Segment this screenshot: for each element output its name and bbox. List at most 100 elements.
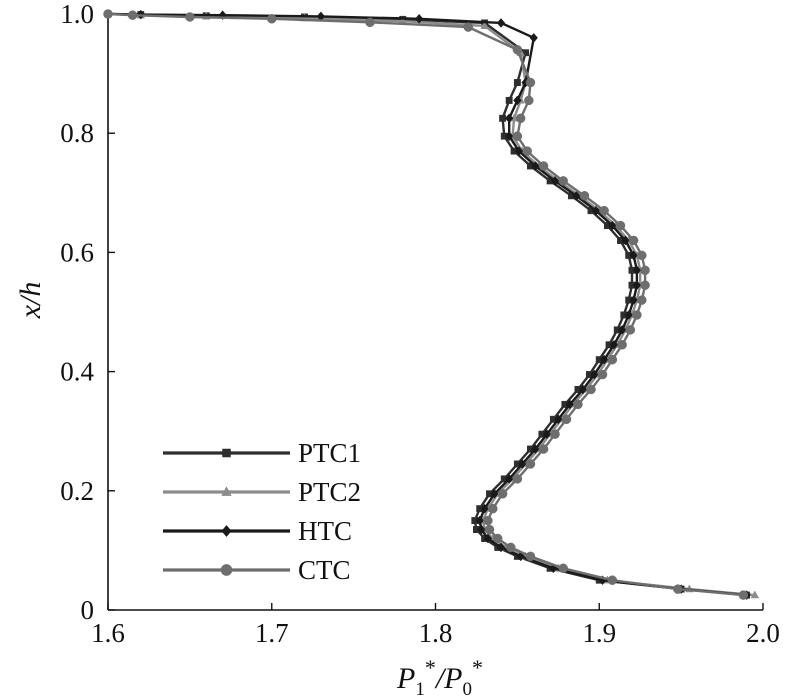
data-point-ctc	[607, 575, 618, 585]
data-point-htc	[572, 190, 581, 201]
x-tick-label: 2.0	[746, 618, 780, 648]
x-tick-label: 1.7	[255, 618, 289, 648]
data-point-ctc	[127, 10, 138, 20]
data-point-htc	[505, 113, 514, 124]
y-tick-label: 0.2	[60, 476, 94, 506]
data-point-ctc	[538, 161, 549, 171]
data-point-htc	[531, 444, 540, 454]
data-point-htc	[518, 459, 527, 469]
legend-label-ptc1: PTC1	[298, 438, 361, 468]
data-point-htc	[621, 235, 630, 246]
data-point-ctc	[579, 191, 590, 201]
data-point-ptc1	[513, 79, 521, 86]
legend-marker-ctc	[220, 564, 233, 576]
data-point-htc	[496, 542, 506, 553]
data-point-htc	[554, 414, 563, 425]
data-point-htc	[618, 325, 627, 335]
data-point-ctc	[525, 77, 536, 88]
data-point-ctc	[599, 205, 609, 216]
series-layer	[103, 9, 760, 600]
data-point-ctc	[525, 459, 536, 469]
data-point-ptc2	[750, 590, 760, 599]
legend-marker-htc	[221, 525, 232, 537]
x-axis-title-star1: *	[425, 655, 436, 680]
data-point-ctc	[463, 22, 473, 32]
data-point-ctc	[628, 235, 639, 246]
data-point-ctc	[617, 340, 627, 350]
data-point-htc	[505, 474, 514, 484]
data-point-ctc	[103, 9, 113, 19]
data-point-ctc	[573, 399, 583, 410]
y-tick-label: 0.8	[60, 118, 94, 148]
data-point-ctc	[497, 489, 508, 499]
x-axis-title: P1*/P0*	[396, 655, 483, 700]
y-tick-label: 1.0	[60, 0, 94, 29]
legend-marker-ptc2	[221, 486, 232, 496]
plot-area	[107, 14, 763, 611]
y-axis-title: x/h	[14, 282, 47, 320]
data-point-htc	[480, 503, 489, 514]
y-tick-label: 0	[81, 595, 95, 625]
data-point-htc	[629, 250, 638, 261]
data-point-htc	[516, 551, 525, 562]
data-point-ctc	[484, 524, 495, 535]
data-point-htc	[475, 515, 484, 526]
data-point-ctc	[522, 146, 532, 156]
legend-item-ctc: CTC	[163, 555, 351, 585]
data-point-ctc	[586, 384, 596, 395]
data-point-htc	[632, 280, 642, 291]
data-point-htc	[477, 524, 486, 535]
data-point-ctc	[488, 503, 498, 514]
data-point-ctc	[637, 250, 647, 261]
legend-label-htc: HTC	[298, 516, 352, 546]
data-point-htc	[624, 310, 633, 320]
legend-item-htc: HTC	[163, 516, 352, 546]
data-point-ctc	[525, 551, 536, 562]
legend-item-ptc2: PTC2	[163, 477, 361, 507]
data-point-htc	[483, 533, 493, 544]
data-point-htc	[529, 32, 538, 43]
data-point-htc	[591, 205, 601, 216]
data-point-htc	[513, 95, 522, 106]
data-point-ctc	[506, 542, 516, 553]
legend-marker-ptc1	[222, 448, 231, 458]
data-point-htc	[542, 429, 552, 440]
data-point-ctc	[558, 563, 568, 574]
series-htc	[103, 9, 751, 600]
data-point-htc	[414, 13, 424, 24]
x-axis-title-slash: /	[434, 662, 447, 695]
data-point-htc	[496, 18, 506, 28]
data-point-htc	[578, 384, 588, 395]
legend-item-ptc1: PTC1	[163, 438, 361, 468]
x-axis-ticks: 1.6 1.7 1.8 1.9 2.0	[91, 603, 780, 648]
data-point-ctc	[632, 310, 642, 320]
data-point-ctc	[538, 444, 549, 454]
data-point-htc	[608, 220, 617, 231]
data-point-htc	[565, 399, 574, 410]
y-axis-ticks: 0 0.2 0.4 0.6 0.8 1.0	[60, 0, 115, 625]
data-point-ctc	[492, 533, 503, 544]
legend-label-ptc2: PTC2	[298, 477, 361, 507]
series-ctc	[103, 9, 749, 600]
data-point-ctc	[483, 515, 493, 526]
data-point-ctc	[558, 176, 568, 186]
data-point-htc	[599, 354, 609, 365]
data-point-ctc	[365, 17, 375, 28]
x-axis-title-sub0: 0	[463, 679, 473, 700]
x-axis-title-p0: P	[443, 662, 462, 695]
data-point-ptc2	[480, 21, 489, 30]
series-ptc2	[103, 9, 760, 599]
data-point-ptc1	[499, 114, 507, 122]
data-point-ctc	[637, 295, 647, 305]
data-point-ctc	[561, 414, 572, 425]
data-point-htc	[550, 176, 560, 186]
legend: PTC1 PTC2 HTC CTC	[163, 438, 361, 585]
data-point-ctc	[673, 584, 683, 594]
data-point-ctc	[267, 14, 277, 24]
x-axis-title-p1: P	[396, 662, 415, 695]
data-point-htc	[632, 265, 642, 276]
x-tick-label: 1.8	[419, 618, 453, 648]
x-axis-title-star0: *	[472, 655, 483, 680]
data-point-htc	[514, 146, 524, 156]
